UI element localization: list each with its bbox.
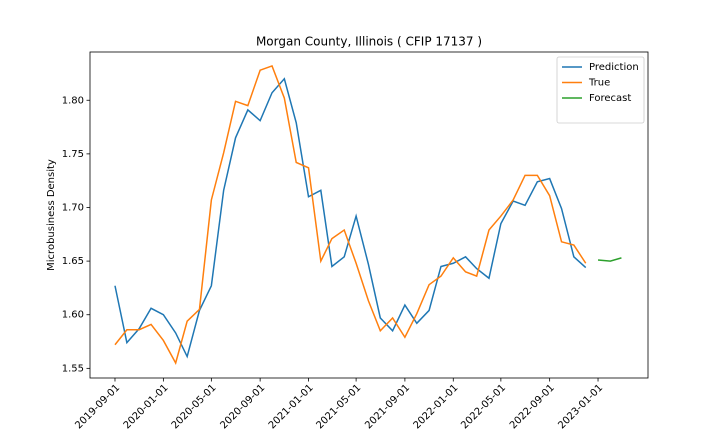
- legend-box: [556, 56, 645, 124]
- chart-title: Morgan County, Illinois ( CFIP 17137 ): [256, 35, 482, 49]
- series-line: [114, 64, 587, 365]
- series-line: [114, 77, 587, 359]
- y-tick-label: 1.60: [62, 310, 84, 321]
- y-axis-label: Microbusiness Density: [46, 159, 57, 271]
- legend-label: Forecast: [589, 93, 631, 104]
- series-line: [597, 257, 622, 262]
- legend-label: True: [588, 78, 610, 89]
- y-tick-label: 1.80: [62, 95, 84, 106]
- plot-frame: [89, 51, 649, 379]
- y-tick-label: 1.65: [62, 256, 84, 267]
- y-tick-label: 1.70: [62, 202, 84, 213]
- y-tick-label: 1.55: [62, 363, 84, 374]
- legend: Prediction True Forecast: [556, 56, 645, 124]
- y-tick-label: 1.75: [62, 149, 84, 160]
- legend-label: Prediction: [589, 62, 639, 73]
